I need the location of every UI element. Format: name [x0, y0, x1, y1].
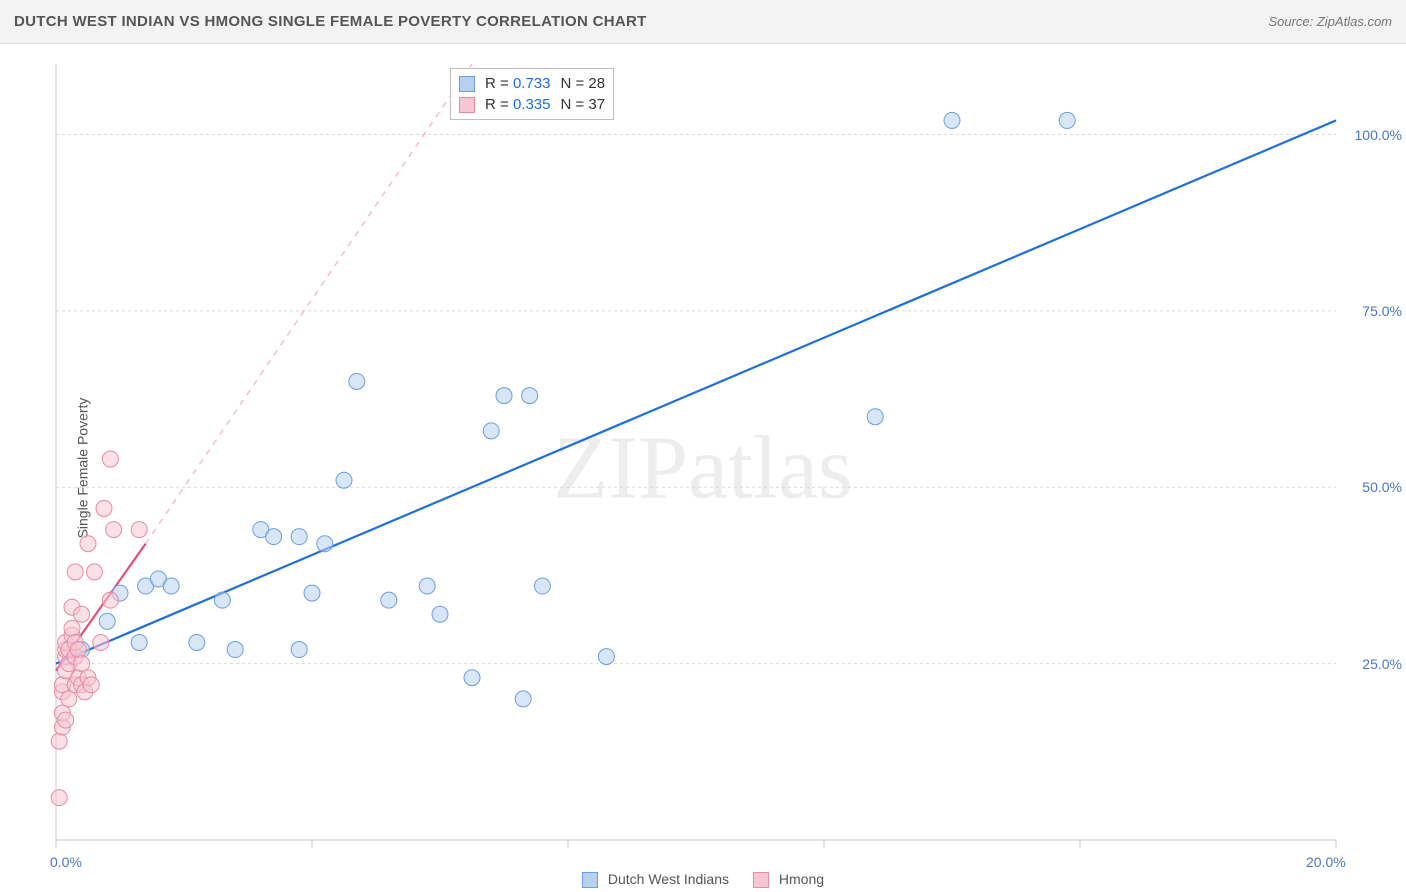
legend-stats-box: R = 0.733 N = 28 R = 0.335 N = 37 — [450, 68, 614, 120]
y-tick-label: 25.0% — [1342, 656, 1402, 672]
legend-n-1: N = 37 — [560, 96, 605, 113]
scatter-plot — [0, 44, 1406, 892]
y-tick-label: 50.0% — [1342, 479, 1402, 495]
chart-source: Source: ZipAtlas.com — [1268, 14, 1392, 29]
legend-swatch-0 — [459, 76, 475, 92]
legend-n-value-0: 28 — [588, 75, 605, 92]
legend-r-value-0: 0.733 — [513, 75, 551, 92]
legend-bottom: Dutch West Indians Hmong — [582, 871, 824, 888]
legend-r-value-1: 0.335 — [513, 96, 551, 113]
x-tick-label: 0.0% — [50, 854, 82, 870]
legend-bottom-swatch-0 — [582, 872, 598, 888]
chart-area: Single Female Poverty ZIPatlas R = 0.733… — [0, 44, 1406, 892]
legend-bottom-item-1: Hmong — [753, 871, 824, 888]
legend-bottom-swatch-1 — [753, 872, 769, 888]
legend-r-label-1: R = 0.335 — [485, 96, 550, 113]
legend-stats-row-1: R = 0.335 N = 37 — [459, 94, 605, 115]
y-tick-label: 75.0% — [1342, 303, 1402, 319]
legend-n-0: N = 28 — [560, 75, 605, 92]
chart-header: DUTCH WEST INDIAN VS HMONG SINGLE FEMALE… — [0, 0, 1406, 44]
chart-title: DUTCH WEST INDIAN VS HMONG SINGLE FEMALE… — [14, 13, 647, 30]
legend-n-value-1: 37 — [588, 96, 605, 113]
x-tick-label: 20.0% — [1306, 854, 1346, 870]
legend-stats-row-0: R = 0.733 N = 28 — [459, 73, 605, 94]
legend-swatch-1 — [459, 97, 475, 113]
legend-bottom-item-0: Dutch West Indians — [582, 871, 729, 888]
y-tick-label: 100.0% — [1342, 127, 1402, 143]
legend-r-label-0: R = 0.733 — [485, 75, 550, 92]
legend-bottom-label-1: Hmong — [779, 871, 824, 887]
legend-bottom-label-0: Dutch West Indians — [608, 871, 729, 887]
